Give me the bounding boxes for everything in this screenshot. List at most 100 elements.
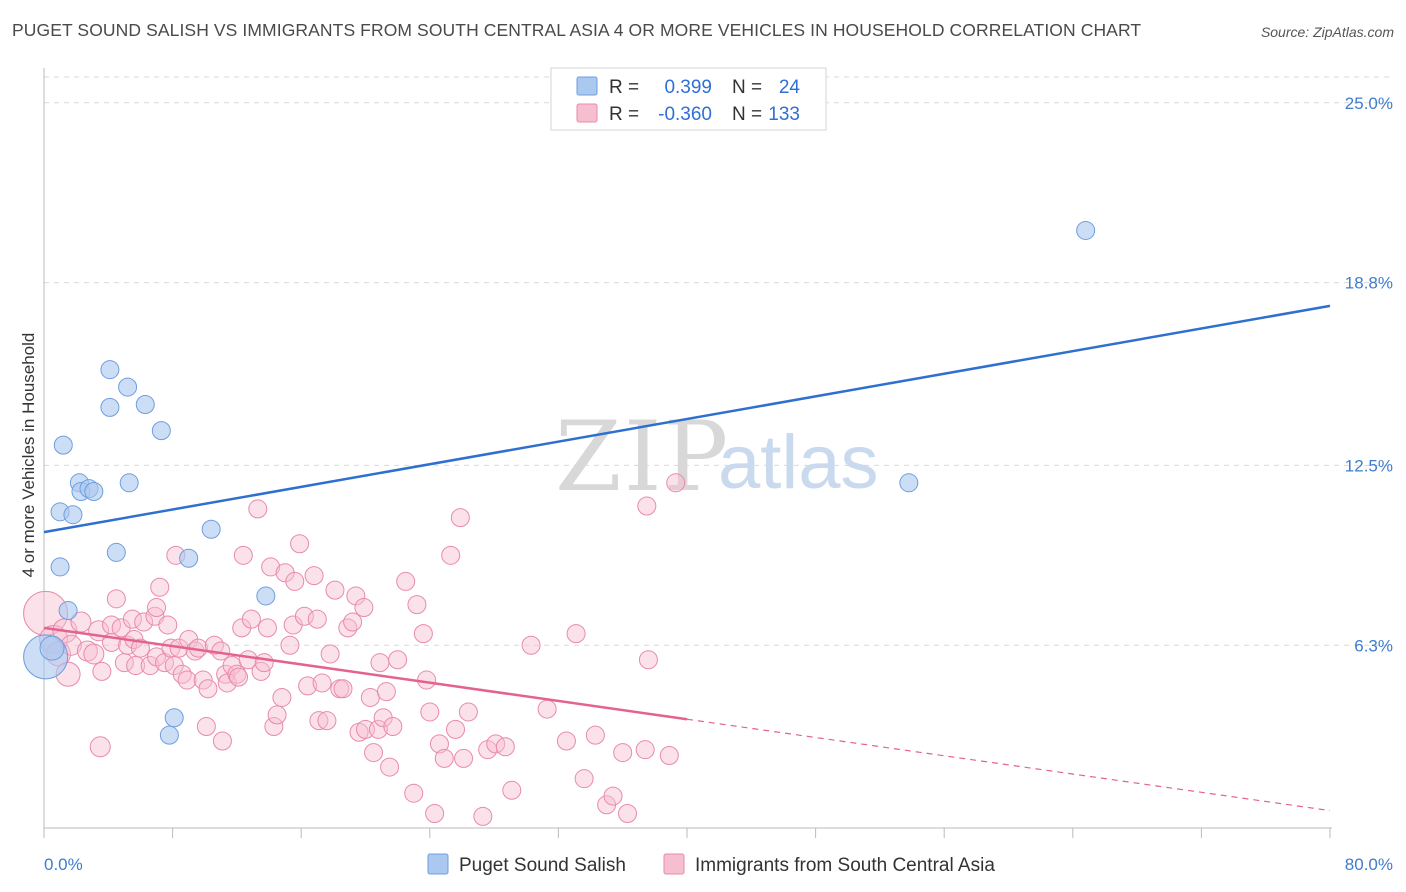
pink-point-111 (502, 780, 522, 800)
chart-title: PUGET SOUND SALISH VS IMMIGRANTS FROM SO… (12, 20, 1142, 40)
blue-point-13 (100, 360, 120, 380)
pink-point-105 (454, 748, 474, 768)
pink-point-100 (429, 734, 449, 754)
blue-point-21 (201, 519, 221, 539)
pink-point-67 (294, 606, 314, 626)
bottom-legend-pink-label: Immigrants from South Central Asia (695, 855, 995, 876)
pink-point-79 (343, 612, 363, 632)
pink-point-53 (241, 609, 261, 629)
pink-point-73 (317, 711, 337, 731)
pink-point-26 (150, 577, 170, 597)
pink-point-110 (495, 737, 515, 757)
blue-point-17 (151, 421, 171, 441)
pink-point-66 (290, 534, 310, 554)
blue-point-10 (84, 482, 104, 502)
axes (43, 68, 1332, 838)
pink-point-93 (396, 571, 416, 591)
pink-point-101 (434, 748, 454, 768)
pink-point-60 (267, 705, 287, 725)
legend-blue-n-label: N = (732, 77, 762, 98)
pink-point-54 (248, 499, 268, 519)
pink-point-34 (177, 670, 197, 690)
bottom-legend-blue-label: Puget Sound Salish (459, 855, 626, 876)
pink-point-48 (227, 664, 247, 684)
legend-pink-n-value: 133 (768, 104, 800, 125)
pink-point-11 (89, 736, 111, 758)
blue-point-18 (159, 725, 179, 745)
pink-point-74 (320, 644, 340, 664)
pink-point-21 (126, 656, 146, 676)
pink-point-41 (198, 679, 218, 699)
pink-point-69 (304, 566, 324, 586)
y-tick-label-3: 25.0% (1345, 94, 1393, 113)
pink-point-51 (233, 545, 253, 565)
blue-point-14 (118, 377, 138, 397)
trend-lines (43, 304, 1331, 812)
pink-point-99 (425, 803, 445, 823)
pink-point-89 (376, 682, 396, 702)
legend-pink-n-label: N = (732, 104, 762, 125)
legend-pink-swatch (576, 103, 598, 123)
legend-blue-r-label: R = (609, 77, 639, 98)
pink-point-90 (380, 757, 400, 777)
pink-point-82 (354, 598, 374, 618)
y-tick-label-1: 12.5% (1345, 456, 1393, 475)
pink-point-58 (261, 557, 281, 577)
pink-point-113 (537, 699, 557, 719)
pink-point-29 (158, 615, 178, 635)
pink-point-85 (364, 743, 384, 763)
blue-point-20 (179, 548, 199, 568)
blue-point-22 (256, 586, 276, 606)
pink-point-14 (106, 589, 126, 609)
blue-point-19 (164, 708, 184, 728)
pink-point-119 (603, 786, 623, 806)
pink-point-75 (325, 580, 345, 600)
x-tick-label-min: 0.0% (44, 855, 83, 874)
blue-point-4 (53, 435, 73, 455)
pink-point-40 (196, 716, 216, 736)
pink-point-106 (458, 702, 478, 722)
pink-point-107 (473, 806, 493, 826)
pink-point-80 (346, 586, 366, 606)
pink-point-114 (556, 731, 576, 751)
pink-point-63 (280, 635, 300, 655)
legend-blue-n-value: 24 (779, 77, 801, 98)
pink-point-56 (254, 653, 274, 673)
blue-point-6 (63, 505, 83, 525)
pink-point-126 (666, 473, 686, 493)
pink-point-18 (122, 609, 142, 629)
pink-point-98 (420, 702, 440, 722)
blue-trend-line (43, 304, 1331, 534)
pink-point-96 (413, 624, 433, 644)
blue-point-11 (106, 542, 126, 562)
x-tick-label-max: 80.0% (1345, 855, 1393, 874)
pink-point-10 (92, 661, 112, 681)
pink-point-27 (147, 598, 167, 618)
legend-pink-r-value: -0.360 (658, 104, 712, 125)
stats-legend: R = 0.399 N = 24 R = -0.360 N = 133 (550, 67, 827, 131)
y-tick-label-2: 18.8% (1345, 274, 1393, 293)
blue-series-points (23, 220, 1096, 745)
pink-point-22 (134, 612, 154, 632)
pink-point-121 (618, 803, 638, 823)
y-tick-label-0: 6.3% (1354, 636, 1393, 655)
pink-point-94 (404, 783, 424, 803)
pink-point-72 (312, 673, 332, 693)
y-axis-title: 4 or more Vehicles in Household (19, 333, 38, 578)
pink-point-8 (83, 643, 105, 665)
y-tick-labels: 6.3% 12.5% 18.8% 25.0% (1345, 94, 1393, 655)
pink-point-68 (298, 676, 318, 696)
pink-point-77 (333, 679, 353, 699)
pink-trend-line-extension (686, 718, 1331, 812)
pink-point-122 (635, 740, 655, 760)
pink-series-points (23, 473, 686, 826)
blue-point-3 (50, 557, 70, 577)
pink-point-59 (264, 716, 284, 736)
pink-point-92 (388, 650, 408, 670)
pink-point-65 (285, 571, 305, 591)
pink-point-91 (383, 716, 403, 736)
pink-point-125 (659, 745, 679, 765)
blue-point-15 (119, 473, 139, 493)
pink-point-61 (272, 687, 292, 707)
